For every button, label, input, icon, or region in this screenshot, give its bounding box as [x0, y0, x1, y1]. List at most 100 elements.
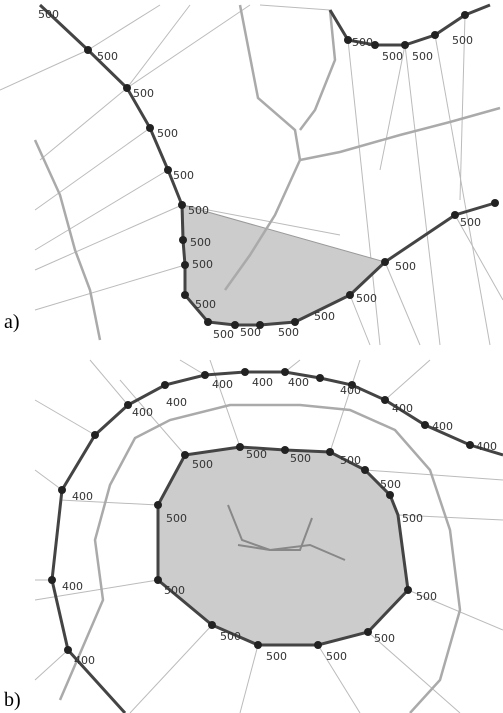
- node: [361, 466, 369, 474]
- node-label: 400: [62, 580, 83, 593]
- node: [164, 166, 172, 174]
- node-label: 500: [133, 87, 154, 100]
- node-label: 500: [402, 512, 423, 525]
- shaded-region: [156, 445, 410, 647]
- node: [58, 486, 66, 494]
- panel-label: a): [4, 311, 20, 333]
- node: [146, 124, 154, 132]
- node-label: 400: [132, 406, 153, 419]
- spoke: [34, 264, 186, 311]
- node-label: 500: [380, 478, 401, 491]
- node: [204, 318, 212, 326]
- node: [371, 41, 379, 49]
- spoke: [179, 359, 206, 376]
- node-label: 400: [432, 420, 453, 433]
- node-label: 500: [460, 216, 481, 229]
- node: [291, 318, 299, 326]
- spoke: [34, 169, 169, 251]
- panel-a: a) 500 500 500 500 500 500 500 500 500 500 500 500 5…: [0, 3, 503, 346]
- spoke: [34, 469, 63, 491]
- spoke: [317, 644, 361, 713]
- node: [461, 11, 469, 19]
- node: [316, 374, 324, 382]
- node: [201, 371, 209, 379]
- node: [256, 321, 264, 329]
- spoke: [0, 49, 89, 91]
- node: [241, 368, 249, 376]
- node-label: 500: [195, 298, 216, 311]
- node-label: 500: [240, 326, 261, 339]
- node: [123, 84, 131, 92]
- spoke: [129, 624, 213, 713]
- gray-path: [58, 403, 462, 713]
- node: [236, 443, 244, 451]
- spoke: [126, 4, 191, 89]
- node: [178, 201, 186, 209]
- node-label: 500: [412, 50, 433, 63]
- spoke: [349, 294, 371, 346]
- node-label: 500: [173, 169, 194, 182]
- node-label: 500: [340, 454, 361, 467]
- node-label: 400: [476, 440, 497, 453]
- node-label: 500: [314, 310, 335, 323]
- node-label: 500: [266, 650, 287, 663]
- node: [254, 641, 262, 649]
- node-label: 500: [164, 584, 185, 597]
- panel-label: b): [4, 689, 21, 711]
- node: [84, 46, 92, 54]
- node-label: 500: [188, 204, 209, 217]
- node-label: 400: [74, 654, 95, 667]
- spoke: [397, 514, 503, 521]
- node: [381, 258, 389, 266]
- spoke: [34, 204, 183, 271]
- spoke: [329, 359, 361, 453]
- spoke: [239, 644, 259, 713]
- node: [346, 291, 354, 299]
- spoke: [39, 87, 128, 161]
- node: [348, 381, 356, 389]
- node: [48, 576, 56, 584]
- spoke: [367, 631, 461, 713]
- node: [181, 451, 189, 459]
- node-label: 400: [392, 402, 413, 415]
- node: [208, 621, 216, 629]
- node-label: 400: [340, 384, 361, 397]
- node-label: 500: [356, 292, 377, 305]
- spoke: [404, 44, 441, 346]
- spoke: [454, 214, 503, 301]
- node-label: 500: [38, 8, 59, 21]
- node-label: 400: [212, 378, 233, 391]
- node-label: 500: [290, 452, 311, 465]
- spoke: [347, 39, 381, 346]
- spoke: [407, 589, 503, 631]
- spoke: [59, 499, 159, 506]
- node-label: 500: [192, 458, 213, 471]
- dark-path: [50, 370, 503, 713]
- node: [466, 441, 474, 449]
- node: [154, 501, 162, 509]
- spoke: [384, 359, 431, 401]
- node: [326, 448, 334, 456]
- node-label: 500: [220, 630, 241, 643]
- node-label: 500: [192, 258, 213, 271]
- node-label: 500: [352, 36, 373, 49]
- spoke: [181, 204, 341, 236]
- gray-path: [33, 139, 102, 341]
- node-label: 500: [166, 512, 187, 525]
- node: [124, 401, 132, 409]
- node-label: 500: [213, 328, 234, 341]
- node-label: 500: [246, 448, 267, 461]
- node: [231, 321, 239, 329]
- node: [314, 641, 322, 649]
- spoke: [259, 4, 331, 11]
- node-label: 400: [252, 376, 273, 389]
- node: [91, 431, 99, 439]
- node-label: 400: [288, 376, 309, 389]
- node-label: 500: [326, 650, 347, 663]
- node-label: 500: [452, 34, 473, 47]
- node: [154, 576, 162, 584]
- spoke: [87, 4, 161, 51]
- node-label: 500: [97, 50, 118, 63]
- node-label: 500: [278, 326, 299, 339]
